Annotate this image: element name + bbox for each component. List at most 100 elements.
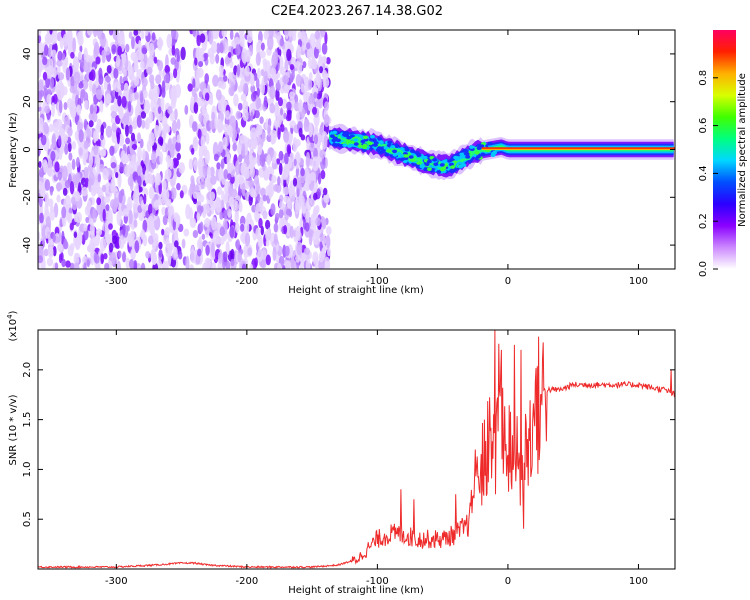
- spectrogram-cell: [250, 84, 256, 94]
- spectrogram-cell: [212, 30, 220, 40]
- spectrogram-trace-blob: [409, 149, 415, 153]
- spectrogram-cell: [103, 196, 111, 204]
- spectrogram-cell: [89, 78, 93, 92]
- spectrogram-cell: [315, 204, 320, 214]
- spectrogram-cell: [128, 100, 132, 113]
- spectrogram-cell: [75, 157, 80, 168]
- spectrogram-cell: [306, 42, 311, 50]
- spectrogram-cell: [226, 124, 233, 137]
- spectrogram-cell: [277, 176, 281, 186]
- spectrogram-cell: [81, 186, 88, 197]
- spectrogram-cell: [88, 152, 93, 168]
- spectrogram-cell: [117, 32, 122, 44]
- spectrogram-cell: [171, 30, 176, 40]
- spectrogram-cell: [64, 143, 69, 155]
- spectrogram-cell: [309, 172, 316, 181]
- spectrogram-cell: [285, 208, 292, 216]
- spectrogram-cell: [234, 222, 240, 234]
- spectrogram-cell: [118, 250, 122, 259]
- y-tick-label: 40: [22, 48, 33, 61]
- spectrogram-cell: [230, 258, 235, 267]
- snr-panel: -300 -200 -100 0 100 0.5 1.0 1.5 2.0 Height of …: [6, 310, 676, 596]
- spectrogram-cell: [198, 61, 204, 68]
- spectrogram-cell: [286, 101, 292, 111]
- spectrogram-cell: [320, 30, 326, 38]
- snr-series-line: [38, 330, 675, 569]
- spectrogram-cell: [141, 149, 146, 162]
- spectrogram-cell: [230, 81, 235, 96]
- spectrogram-cell: [46, 167, 54, 177]
- spectrogram-cell: [74, 172, 81, 184]
- spectrogram-cell: [313, 91, 318, 99]
- spectrogram-cell: [241, 143, 246, 158]
- spectrogram-cell: [131, 154, 137, 165]
- y-tick-label: -20: [22, 189, 33, 205]
- spectrogram-cell: [123, 112, 130, 125]
- spectrogram-cell: [267, 35, 274, 51]
- spectrogram-cell: [315, 41, 320, 50]
- spectrogram-trace-blob: [377, 146, 383, 150]
- spectrogram-cell: [39, 89, 44, 97]
- spectrogram-cell: [93, 131, 100, 142]
- spectrogram-trace-blob: [369, 138, 374, 142]
- spectrogram-cell: [62, 133, 69, 143]
- spectrogram-cell: [99, 100, 104, 113]
- spectrogram-cell: [212, 74, 219, 87]
- spectrogram-cell: [178, 162, 185, 174]
- y-tick-label: 0.5: [22, 511, 33, 527]
- spectrogram-cell: [140, 30, 145, 40]
- spectrogram-cell: [175, 141, 181, 152]
- spectrogram-cell: [305, 197, 312, 211]
- spectrogram-cell: [70, 110, 77, 118]
- spectrogram-cell: [49, 123, 54, 133]
- spectrogram-cell: [308, 72, 313, 82]
- spectrogram-cell: [150, 249, 155, 261]
- spectrogram-cell: [199, 33, 206, 43]
- spectrogram-cell: [117, 95, 122, 107]
- spectrogram-cell: [122, 223, 126, 236]
- spectrogram-cell: [51, 95, 55, 103]
- spectrogram-cell: [174, 228, 179, 241]
- spectrogram-cell: [207, 47, 215, 59]
- spectrogram-cell: [236, 64, 241, 77]
- spectrogram-cell: [249, 164, 255, 179]
- spectrogram-trace-blob: [357, 144, 363, 148]
- x-tick-label: -200: [236, 276, 259, 287]
- spectrogram-cell: [196, 34, 201, 47]
- spectrogram-cell: [105, 125, 113, 138]
- spectrogram-cell: [240, 223, 245, 232]
- spectrogram-cell: [213, 153, 219, 162]
- spectrogram-cell: [171, 45, 176, 56]
- spectrogram-cell: [198, 113, 203, 123]
- spectrogram-cell: [276, 113, 283, 126]
- spectrogram-cell: [317, 133, 322, 146]
- spectrogram-cell: [122, 208, 129, 217]
- spectrogram-cell: [127, 202, 132, 211]
- spectrogram-cell: [62, 165, 68, 182]
- spectrogram-trace-blob: [475, 155, 481, 159]
- spectrogram-cell: [313, 147, 318, 159]
- spectrogram-cell: [224, 192, 229, 202]
- spectrogram-cell: [204, 217, 211, 228]
- spectrogram-cell: [178, 250, 183, 260]
- spectrogram-cell: [69, 243, 75, 251]
- spectrogram-cell: [145, 117, 150, 130]
- spectrogram-cell: [63, 241, 69, 250]
- spectrogram-cell: [111, 122, 117, 133]
- spectrogram-cell: [84, 177, 89, 187]
- spectrogram-cell: [218, 251, 223, 264]
- spectrogram-cell: [199, 47, 205, 63]
- spectrogram-cell: [232, 142, 237, 152]
- spectrogram-cell: [148, 110, 153, 124]
- spectrogram-cell: [196, 97, 203, 107]
- spectrogram-cell: [69, 181, 75, 195]
- spectrogram-cell: [191, 88, 197, 98]
- spectrogram-cell: [231, 199, 237, 212]
- spectrogram-cell: [98, 67, 103, 80]
- spectrogram-cell: [78, 129, 84, 143]
- colorbar-tick-label: 0.0: [698, 261, 709, 277]
- spectrogram-cell: [137, 264, 142, 269]
- spectrogram-cell: [149, 224, 155, 235]
- spectrogram-cell: [203, 203, 210, 215]
- spectrogram-trace-blob: [487, 141, 493, 146]
